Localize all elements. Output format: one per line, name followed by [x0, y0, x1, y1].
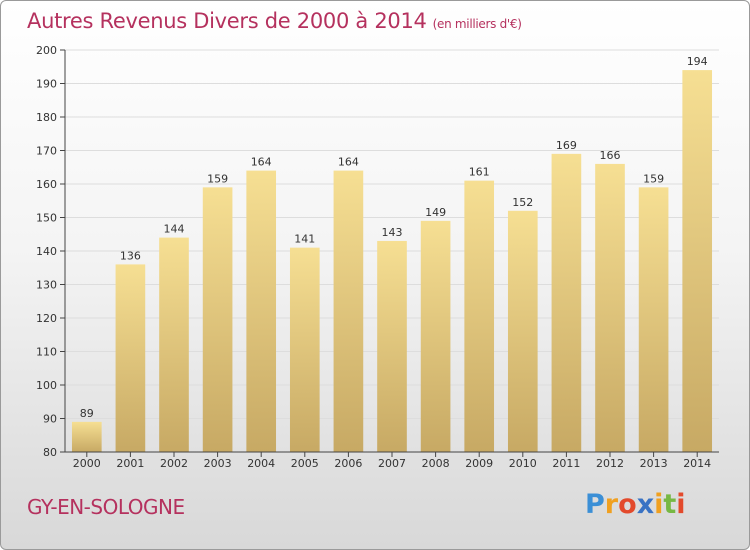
place-name: GY-EN-SOLOGNE	[27, 495, 185, 519]
data-label: 149	[425, 206, 446, 219]
bar-2002	[159, 237, 189, 452]
logo-letter: r	[604, 489, 619, 520]
x-tick-label: 2005	[291, 457, 319, 470]
data-label: 141	[294, 233, 315, 246]
y-tick-label: 150	[36, 212, 57, 225]
x-tick-label: 2006	[334, 457, 362, 470]
y-tick-label: 190	[36, 78, 57, 91]
y-tick-label: 100	[36, 379, 57, 392]
proxiti-logo: Proxiti	[585, 489, 686, 520]
x-tick-label: 2001	[116, 457, 144, 470]
data-label: 89	[80, 407, 94, 420]
bar-2008	[420, 220, 451, 452]
data-label: 143	[382, 226, 403, 239]
data-label: 161	[469, 166, 490, 179]
bar-2000	[71, 421, 102, 452]
x-tick-label: 2007	[378, 457, 406, 470]
logo-letter: i	[676, 489, 686, 520]
y-tick-label: 170	[36, 145, 57, 158]
y-tick-label: 160	[36, 178, 57, 191]
bar-2004	[246, 170, 277, 452]
data-label: 136	[120, 249, 141, 262]
bar-2003	[202, 187, 233, 452]
x-tick-label: 2009	[465, 457, 493, 470]
axes	[60, 49, 719, 457]
y-tick-label: 200	[36, 44, 57, 57]
data-label: 194	[687, 55, 708, 68]
y-tick-label: 120	[36, 312, 57, 325]
x-tick-label: 2008	[422, 457, 450, 470]
x-tick-label: 2011	[552, 457, 580, 470]
x-tick-label: 2003	[204, 457, 232, 470]
data-label: 159	[207, 172, 228, 185]
chart-title: Autres Revenus Divers de 2000 à 2014 (en …	[27, 9, 522, 33]
chart-title-text: Autres Revenus Divers de 2000 à 2014	[27, 9, 427, 33]
x-tick-labels: 2000 2001 2002 2003 2004 2005 2006 2007 2008 2009…	[73, 457, 711, 470]
logo-letter: x	[636, 489, 655, 520]
bar-2010	[507, 210, 538, 452]
data-label: 164	[251, 156, 272, 169]
bar-2012	[595, 163, 625, 452]
y-tick-label: 180	[36, 111, 57, 124]
bars	[71, 70, 713, 452]
data-label: 166	[600, 149, 621, 162]
y-tick-label: 140	[36, 245, 57, 258]
data-label: 152	[512, 196, 533, 209]
chart-unit: (en milliers d'€)	[432, 17, 522, 31]
data-label: 144	[164, 223, 185, 236]
logo-letter: P	[585, 489, 605, 520]
y-tick-label: 90	[43, 413, 57, 426]
x-tick-label: 2000	[73, 457, 101, 470]
y-tick-labels: 80 90 100 110 120 130 140 150 160 170 180 190 200	[36, 44, 57, 459]
data-label: 159	[643, 172, 664, 185]
bar-2007	[377, 240, 407, 452]
y-tick-label: 110	[36, 346, 57, 359]
x-tick-label: 2002	[160, 457, 188, 470]
logo-letter: t	[663, 489, 677, 520]
bar-2005	[289, 247, 320, 452]
data-label: 164	[338, 156, 359, 169]
x-tick-label: 2013	[640, 457, 668, 470]
x-tick-label: 2014	[683, 457, 711, 470]
bar-2011	[551, 153, 582, 452]
x-tick-label: 2010	[509, 457, 537, 470]
bar-2014	[682, 70, 713, 452]
bar-2006	[333, 170, 364, 452]
bar-2013	[638, 187, 669, 452]
x-tick-label: 2012	[596, 457, 624, 470]
data-labels: 89 136 144 159 164 141 164 143 149 161 152 169 166 15…	[80, 55, 708, 420]
data-label: 169	[556, 139, 577, 152]
y-tick-label: 130	[36, 279, 57, 292]
logo-letter: i	[654, 489, 664, 520]
logo-letter: o	[618, 489, 637, 520]
y-tick-label: 80	[43, 446, 57, 459]
x-tick-label: 2004	[247, 457, 275, 470]
bar-2001	[115, 264, 146, 452]
bar-2009	[464, 180, 495, 452]
